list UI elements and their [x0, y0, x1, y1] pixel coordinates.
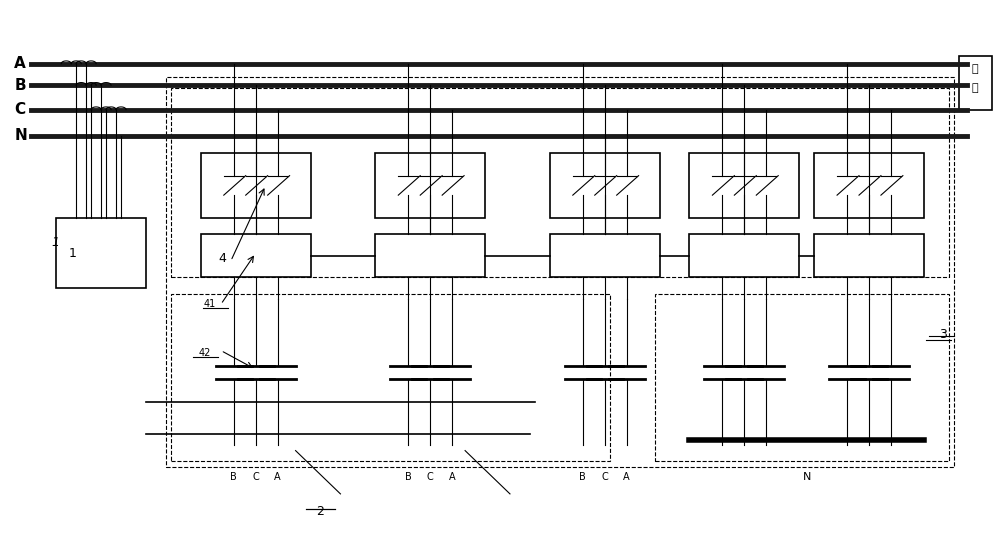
Text: 4: 4 — [218, 252, 226, 265]
Text: A: A — [623, 472, 630, 482]
Text: 1: 1 — [51, 236, 59, 249]
FancyBboxPatch shape — [550, 153, 660, 218]
Text: A: A — [274, 472, 281, 482]
Text: B: B — [14, 78, 26, 93]
Text: 用: 用 — [972, 64, 978, 74]
FancyBboxPatch shape — [375, 234, 485, 277]
FancyBboxPatch shape — [814, 234, 924, 277]
Text: C: C — [601, 472, 608, 482]
Text: C: C — [427, 472, 434, 482]
FancyBboxPatch shape — [814, 153, 924, 218]
Text: 户: 户 — [972, 83, 978, 93]
Text: C: C — [14, 102, 25, 117]
FancyBboxPatch shape — [201, 153, 311, 218]
Text: B: B — [405, 472, 412, 482]
FancyBboxPatch shape — [201, 234, 311, 277]
Text: 42: 42 — [198, 348, 211, 358]
FancyBboxPatch shape — [689, 153, 799, 218]
FancyBboxPatch shape — [689, 234, 799, 277]
FancyBboxPatch shape — [550, 234, 660, 277]
Text: A: A — [449, 472, 455, 482]
Text: N: N — [14, 128, 27, 143]
Text: 3: 3 — [939, 327, 947, 341]
Text: B: B — [230, 472, 237, 482]
Text: A: A — [14, 56, 26, 71]
Text: 2: 2 — [317, 505, 324, 518]
Text: C: C — [252, 472, 259, 482]
Text: 1: 1 — [68, 246, 76, 259]
FancyBboxPatch shape — [375, 153, 485, 218]
Text: B: B — [579, 472, 586, 482]
FancyBboxPatch shape — [56, 218, 146, 288]
Text: N: N — [802, 472, 811, 482]
Text: 41: 41 — [204, 300, 216, 310]
FancyBboxPatch shape — [959, 55, 992, 110]
